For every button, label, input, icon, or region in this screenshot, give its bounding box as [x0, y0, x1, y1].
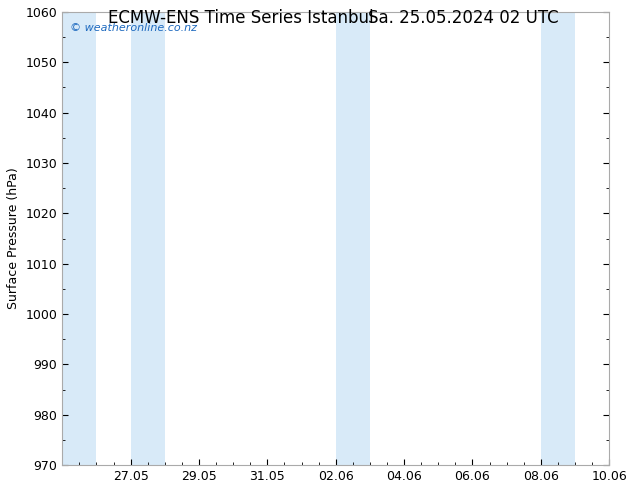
Text: © weatheronline.co.nz: © weatheronline.co.nz — [70, 24, 197, 33]
Y-axis label: Surface Pressure (hPa): Surface Pressure (hPa) — [7, 168, 20, 310]
Bar — [336, 12, 370, 465]
Bar — [541, 12, 575, 465]
Text: ECMW-ENS Time Series Istanbul: ECMW-ENS Time Series Istanbul — [108, 9, 373, 27]
Text: Sa. 25.05.2024 02 UTC: Sa. 25.05.2024 02 UTC — [368, 9, 558, 27]
Bar — [62, 12, 96, 465]
Bar — [131, 12, 165, 465]
